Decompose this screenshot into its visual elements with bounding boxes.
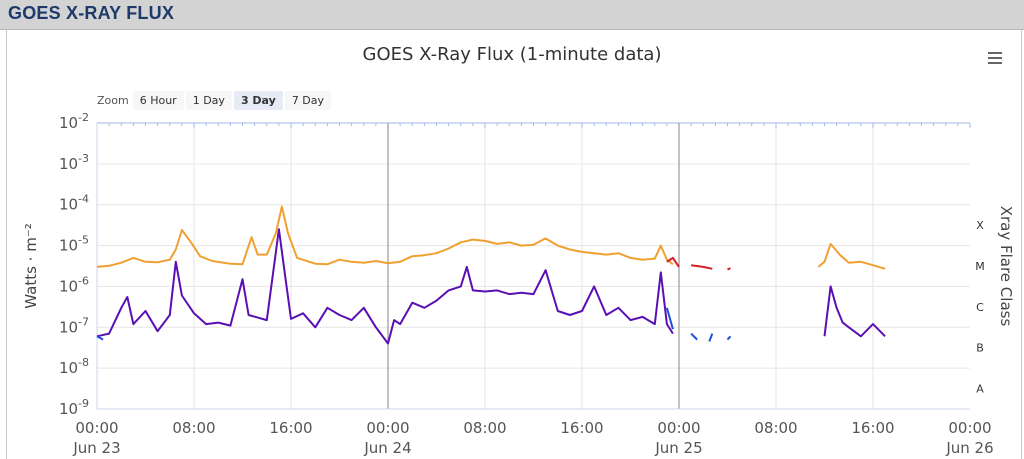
x-tick-date-label: Jun 25 bbox=[654, 439, 702, 457]
flux-series-short-alt bbox=[708, 333, 714, 342]
flux-series-short bbox=[96, 228, 674, 345]
flux-series-short-alt bbox=[690, 332, 698, 341]
page-header: GOES X-RAY FLUX bbox=[0, 0, 1024, 30]
page-title: GOES X-RAY FLUX bbox=[8, 3, 175, 23]
y-tick-label: 10-8 bbox=[59, 356, 89, 377]
zoom-7-day-button[interactable]: 7 Day bbox=[284, 90, 332, 110]
y-tick-label: 10-4 bbox=[59, 193, 89, 214]
zoom-6-hour-button[interactable]: 6 Hour bbox=[132, 90, 184, 110]
y-tick-label: 10-3 bbox=[59, 152, 89, 173]
flux-series-long-alt bbox=[690, 264, 713, 270]
x-tick-time-label: 16:00 bbox=[851, 419, 894, 437]
x-tick-date-label: Jun 24 bbox=[363, 439, 411, 457]
y-tick-label: 10-2 bbox=[59, 111, 89, 132]
flux-series-long bbox=[96, 205, 674, 268]
flare-class-label: C bbox=[976, 301, 984, 314]
x-tick-time-label: 00:00 bbox=[75, 419, 118, 437]
flux-series-long-alt bbox=[666, 256, 680, 268]
hamburger-menu-icon[interactable] bbox=[984, 50, 1006, 66]
flare-class-label: M bbox=[975, 260, 985, 273]
flux-series-short-alt bbox=[726, 335, 732, 341]
y-axis-title: Watts · m⁻² bbox=[22, 223, 40, 309]
y-tick-label: 10-6 bbox=[59, 274, 89, 295]
flux-series-short-alt bbox=[665, 307, 674, 330]
flux-series-short bbox=[823, 285, 886, 338]
plot-area bbox=[97, 123, 970, 409]
flare-class-label: X bbox=[976, 219, 984, 232]
x-tick-date-label: Jun 23 bbox=[72, 439, 120, 457]
flux-series-long-alt bbox=[727, 267, 731, 271]
zoom-selector: Zoom 6 Hour 1 Day 3 Day 7 Day bbox=[97, 90, 333, 110]
y-tick-label: 10-7 bbox=[59, 315, 89, 336]
zoom-3-day-button[interactable]: 3 Day bbox=[233, 90, 283, 110]
zoom-1-day-button[interactable]: 1 Day bbox=[185, 90, 232, 110]
y-tick-label: 10-9 bbox=[59, 397, 89, 418]
flare-class-label: B bbox=[976, 342, 984, 355]
x-tick-time-label: 00:00 bbox=[366, 419, 409, 437]
x-tick-time-label: 00:00 bbox=[948, 419, 991, 437]
x-tick-time-label: 16:00 bbox=[269, 419, 312, 437]
x-tick-date-label: Jun 26 bbox=[945, 439, 993, 457]
x-tick-time-label: 08:00 bbox=[172, 419, 215, 437]
zoom-label: Zoom bbox=[97, 93, 129, 107]
chart-title: GOES X-Ray Flux (1-minute data) bbox=[362, 44, 662, 65]
flare-class-label: A bbox=[976, 383, 984, 396]
x-tick-time-label: 08:00 bbox=[463, 419, 506, 437]
x-tick-time-label: 16:00 bbox=[560, 419, 603, 437]
x-tick-time-label: 08:00 bbox=[754, 419, 797, 437]
x-tick-time-label: 00:00 bbox=[657, 419, 700, 437]
flux-series-short-alt bbox=[96, 335, 104, 341]
y2-axis-title: Xray Flare Class bbox=[997, 206, 1015, 327]
flux-series-long bbox=[817, 242, 886, 270]
y-tick-label: 10-5 bbox=[59, 234, 89, 255]
